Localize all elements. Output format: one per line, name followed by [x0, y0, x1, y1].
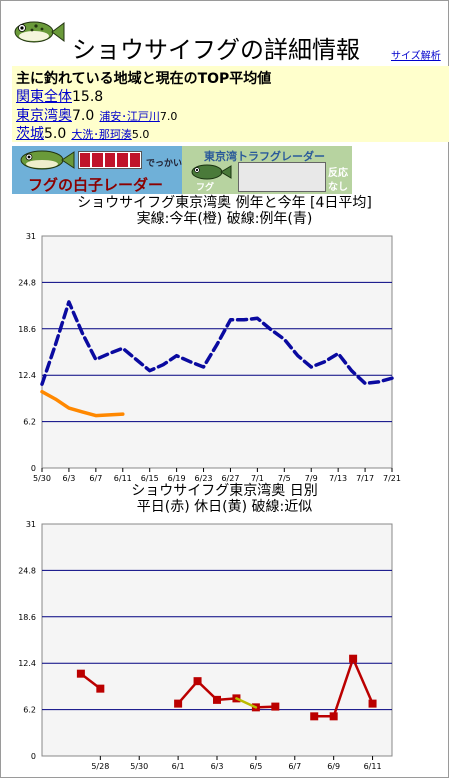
plot-area — [41, 235, 393, 469]
x-tick-label: 6/23 — [195, 474, 213, 483]
banner-fish-label: フグ — [196, 183, 215, 193]
plot-area — [41, 523, 393, 757]
series-line-0 — [176, 679, 238, 705]
radar-meter — [78, 151, 142, 169]
x-tick-label: 7/1 — [251, 474, 264, 483]
x-tick-label: 6/7 — [288, 762, 301, 771]
area-row: 東京湾奥7.0 浦安･江戸川7.0 — [16, 105, 177, 125]
meter-cell — [117, 153, 128, 167]
banner-main-text: フグの白子レーダー — [28, 176, 164, 194]
summary-heading: 主に釣れている地域と現在のTOP平均値 — [16, 71, 272, 87]
sub-area-value: 7.0 — [159, 110, 178, 123]
torafugu-radar-banner[interactable]: 東京湾トラフグレーダー フグ 反応 なし — [182, 146, 352, 194]
data-point — [193, 677, 202, 686]
x-tick-label: 6/15 — [141, 474, 159, 483]
area-value: 7.0 — [72, 108, 95, 124]
status-text: 反応 — [328, 168, 348, 179]
x-tick-label: 7/9 — [305, 474, 318, 483]
area-row: 茨城5.0 大洗･那珂湊5.0 — [16, 123, 149, 143]
data-point — [349, 654, 358, 663]
series-line-1 — [235, 697, 258, 709]
y-tick-label: 6.2 — [23, 418, 36, 427]
x-tick-label: 7/5 — [278, 474, 291, 483]
area-value: 15.8 — [72, 89, 104, 105]
x-tick-label: 6/19 — [168, 474, 186, 483]
chart1-title: ショウサイフグ東京湾奥 例年と今年 [4日平均] — [77, 195, 372, 211]
y-tick-label: 12.4 — [18, 371, 36, 380]
x-tick-label: 6/11 — [114, 474, 132, 483]
meter-cell — [92, 153, 103, 167]
y-tick-label: 18.6 — [18, 613, 36, 622]
area-value: 5.0 — [44, 126, 67, 142]
x-tick-label: 5/28 — [91, 762, 109, 771]
chart2-title: ショウサイフグ東京湾奥 日別 — [131, 483, 318, 499]
fugu-fish-icon — [14, 21, 65, 43]
chart2-subtitle: 平日(赤) 休日(黄) 破線:近似 — [136, 499, 313, 515]
area-row: 関東全体15.8 — [16, 86, 103, 106]
sub-area-value: 5.0 — [131, 128, 150, 141]
chart1-plot: 0 6.2 12.4 18.6 24.8 31 5/30 6/3 6/7 6/11 6/15 6/19… — [18, 232, 401, 483]
sub-area-link[interactable]: 浦安･江戸川 — [99, 110, 160, 123]
radar-screen — [238, 162, 326, 192]
y-tick-label: 0 — [31, 464, 36, 473]
x-tick-label: 6/3 — [211, 762, 224, 771]
summary-panel: 主に釣れている地域と現在のTOP平均値 関東全体15.8 東京湾奥7.0 浦安･… — [12, 66, 449, 142]
data-point — [310, 712, 319, 721]
meter-cell — [104, 153, 116, 167]
series-line-0 — [40, 300, 394, 386]
y-tick-label: 24.8 — [18, 278, 36, 287]
x-tick-label: 7/21 — [383, 474, 401, 483]
page-header: ショウサイフグの詳細情報 サイズ解析 — [0, 0, 449, 66]
x-tick-label: 5/30 — [130, 762, 148, 771]
x-tick-label: 6/5 — [249, 762, 262, 771]
shirako-radar-banner[interactable]: でっかい フグの白子レーダー — [12, 146, 182, 194]
data-point — [174, 699, 183, 708]
y-tick-label: 6.2 — [23, 706, 36, 715]
sub-area-link[interactable]: 大洗･那珂湊 — [71, 128, 132, 141]
area-link[interactable]: 茨城 — [16, 126, 44, 142]
x-tick-label: 6/7 — [89, 474, 102, 483]
banner-small-text: でっかい — [146, 159, 182, 169]
meter-cell — [80, 153, 91, 167]
status-text: なし — [328, 182, 348, 193]
x-tick-label: 6/3 — [62, 474, 75, 483]
size-analysis-link[interactable]: サイズ解析 — [391, 51, 441, 62]
y-tick-label: 0 — [31, 752, 36, 761]
fugu-fish-icon — [20, 150, 75, 170]
x-tick-label: 7/13 — [329, 474, 347, 483]
y-tick-label: 12.4 — [18, 659, 36, 668]
chart2-plot: 0 6.2 12.4 18.6 24.8 31 5/28 5/30 6/1 6/3 6/5 6/7 6/… — [18, 520, 393, 771]
data-point — [213, 695, 221, 704]
data-point — [368, 699, 377, 708]
area-link[interactable]: 関東全体 — [16, 89, 72, 105]
data-point — [76, 669, 85, 678]
data-point — [96, 684, 105, 693]
x-tick-label: 6/27 — [221, 474, 239, 483]
fugu-fish-icon — [191, 164, 232, 180]
x-tick-label: 7/17 — [356, 474, 374, 483]
x-tick-label: 6/1 — [172, 762, 185, 771]
y-tick-label: 31 — [26, 520, 36, 529]
banner-title: 東京湾トラフグレーダー — [204, 150, 325, 163]
chart1-subtitle: 実線:今年(橙) 破線:例年(青) — [136, 211, 313, 227]
page-title: ショウサイフグの詳細情報 — [72, 36, 360, 64]
y-tick-label: 18.6 — [18, 325, 36, 334]
meter-cell — [129, 153, 141, 167]
x-tick-label: 5/30 — [33, 474, 51, 483]
series-line-1 — [40, 389, 125, 418]
series-line-0 — [312, 657, 374, 718]
y-tick-label: 24.8 — [18, 566, 36, 575]
area-link[interactable]: 東京湾奥 — [16, 108, 72, 124]
y-tick-label: 31 — [26, 232, 36, 241]
data-point — [271, 702, 280, 711]
x-tick-label: 6/11 — [364, 762, 382, 771]
data-point — [329, 712, 338, 721]
x-tick-label: 6/9 — [327, 762, 340, 771]
